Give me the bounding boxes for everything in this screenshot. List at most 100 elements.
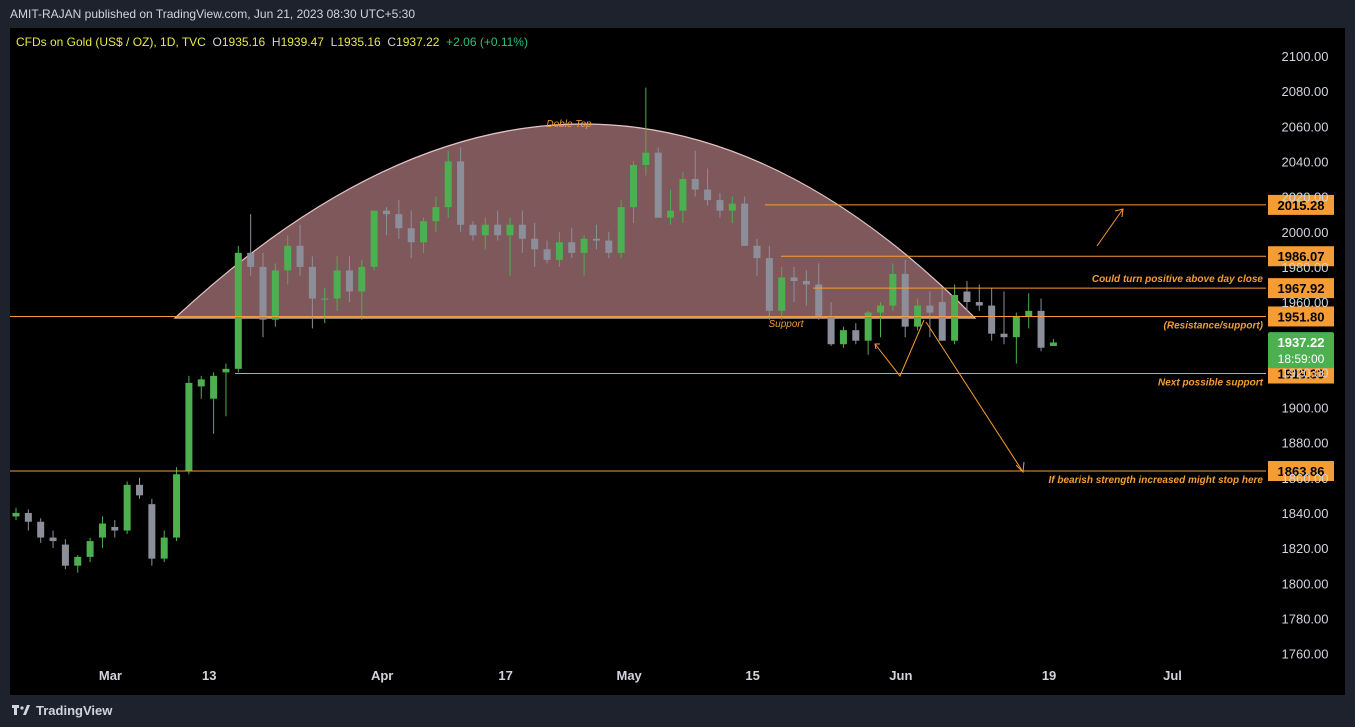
zigzag-arrow <box>874 319 925 377</box>
legend-low: 1935.16 <box>337 35 381 49</box>
candle-body <box>938 302 946 341</box>
x-tick-label: Mar <box>99 668 122 683</box>
y-tick-label: 2100.00 <box>1282 49 1329 64</box>
candle-body <box>234 252 242 369</box>
candle-body <box>407 228 415 243</box>
chart-legend: CFDs on Gold (US$ / OZ), 1D, TVC O1935.1… <box>16 35 528 49</box>
candle-body <box>383 210 390 215</box>
candle-body <box>1000 333 1008 338</box>
candle-body <box>963 291 971 303</box>
bullish-arrow <box>1096 208 1124 247</box>
candle-body <box>926 305 934 313</box>
price-tag-label: 2015.28 <box>1278 198 1325 213</box>
candle-body <box>691 179 699 190</box>
candle-body <box>420 221 428 243</box>
candle-body <box>61 544 69 566</box>
level-note: Next possible support <box>1158 378 1264 389</box>
candle-body <box>222 368 230 373</box>
candle-body <box>432 207 440 222</box>
tradingview-logo-icon <box>12 704 30 715</box>
candle-body <box>74 556 82 566</box>
x-tick-label: 17 <box>498 668 512 683</box>
legend-high: 1939.47 <box>280 35 324 49</box>
candle-body <box>469 224 477 236</box>
candle-body <box>679 179 687 211</box>
y-tick-label: 1900.00 <box>1282 401 1329 416</box>
legend-low-label: L <box>330 35 338 49</box>
candle-body <box>716 200 724 211</box>
candle-body <box>24 512 32 522</box>
candle-body <box>864 312 872 341</box>
price-tag <box>1268 278 1334 299</box>
candle-body <box>173 474 181 538</box>
y-tick-label: 1800.00 <box>1282 576 1329 591</box>
candle-body <box>259 266 267 320</box>
candle-body <box>12 512 20 517</box>
legend-open: 1935.16 <box>221 35 266 49</box>
candle-body <box>518 224 526 239</box>
level-note: If bearish strength increased might stop… <box>1049 475 1264 486</box>
y-tick-label: 1760.00 <box>1282 647 1329 662</box>
y-tick-label: 2040.00 <box>1282 154 1329 169</box>
candle-body <box>642 152 650 165</box>
candle-body <box>630 164 637 208</box>
candle-body <box>123 484 131 531</box>
candle-body <box>765 258 773 311</box>
level-note: (Resistance/support) <box>1164 320 1264 331</box>
y-tick-label: 2020.00 <box>1282 190 1329 205</box>
candle-body <box>802 280 810 285</box>
candle-body <box>506 224 514 236</box>
candle-body <box>358 266 366 292</box>
legend-symbol: CFDs on Gold (US$ / OZ), 1D, TVC <box>16 35 206 49</box>
x-tick-label: 15 <box>745 668 759 683</box>
bullish-arrow-head <box>1114 208 1124 218</box>
candle-body <box>197 379 205 387</box>
price-tag-label: 1951.80 <box>1278 309 1325 324</box>
y-tick-label: 2000.00 <box>1282 225 1329 240</box>
candle-body <box>741 203 749 246</box>
y-tick-label: 1780.00 <box>1282 611 1329 626</box>
candle-body <box>988 305 996 334</box>
candle-body <box>617 207 625 253</box>
price-tag-label: 1863.86 <box>1278 464 1325 479</box>
x-tick-label: May <box>617 668 643 683</box>
legend-close: 1937.22 <box>396 35 440 49</box>
candle-body <box>951 295 959 341</box>
candle-body <box>531 238 539 250</box>
candle-body <box>457 161 465 225</box>
candle-body <box>790 277 798 281</box>
y-tick-label: 2080.00 <box>1282 84 1329 99</box>
y-tick-label: 2060.00 <box>1282 119 1329 134</box>
candle-body <box>308 266 316 299</box>
candle-body <box>889 273 897 306</box>
y-tick-label: 1820.00 <box>1282 541 1329 556</box>
candle-body <box>395 214 403 229</box>
candle-body <box>753 245 761 259</box>
candle-body <box>580 238 588 253</box>
y-tick-label: 1860.00 <box>1282 471 1329 486</box>
last-price-tag <box>1268 332 1334 369</box>
countdown-timer: 18:59:00 <box>1278 352 1325 366</box>
tradingview-brand[interactable]: TradingView <box>12 703 112 718</box>
y-tick-label: 1920.00 <box>1282 365 1329 380</box>
candle-body <box>321 298 329 300</box>
candle-body <box>370 210 378 267</box>
candle-body <box>247 252 255 267</box>
last-price-value: 1937.22 <box>1278 335 1325 350</box>
candle-body <box>815 284 823 317</box>
candle-body <box>778 277 786 311</box>
candle-body <box>271 270 279 320</box>
legend-open-label: O <box>212 35 222 49</box>
candle-body <box>1025 310 1033 317</box>
candle-body <box>444 161 452 208</box>
x-tick-label: Apr <box>371 668 393 683</box>
candle-body <box>494 224 502 236</box>
published-text: AMIT-RAJAN published on TradingView.com,… <box>10 7 416 21</box>
y-tick-label: 1880.00 <box>1282 436 1329 451</box>
x-tick-label: Jun <box>889 668 912 683</box>
candle-body <box>98 523 106 538</box>
candle-body <box>839 330 847 345</box>
candle-body <box>136 484 143 496</box>
candle-body <box>86 541 94 557</box>
